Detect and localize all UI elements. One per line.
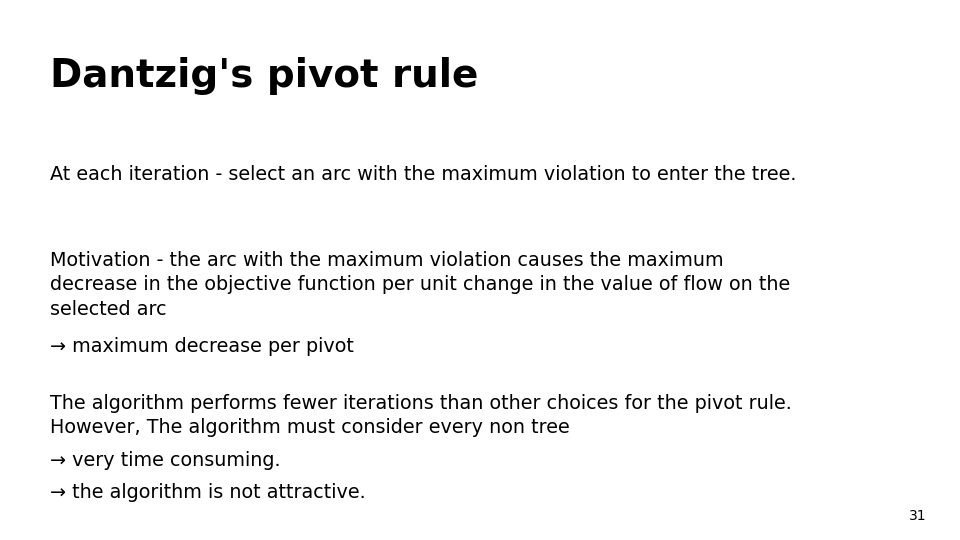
Text: At each iteration - select an arc with the maximum violation to enter the tree.: At each iteration - select an arc with t… [50, 165, 797, 184]
Text: Dantzig's pivot rule: Dantzig's pivot rule [50, 57, 478, 94]
Text: 31: 31 [909, 509, 926, 523]
Text: → maximum decrease per pivot: → maximum decrease per pivot [50, 338, 354, 356]
Text: → very time consuming.: → very time consuming. [50, 451, 280, 470]
Text: Motivation - the arc with the maximum violation causes the maximum
decrease in t: Motivation - the arc with the maximum vi… [50, 251, 790, 319]
Text: → the algorithm is not attractive.: → the algorithm is not attractive. [50, 483, 366, 502]
Text: The algorithm performs fewer iterations than other choices for the pivot rule.
H: The algorithm performs fewer iterations … [50, 394, 792, 437]
